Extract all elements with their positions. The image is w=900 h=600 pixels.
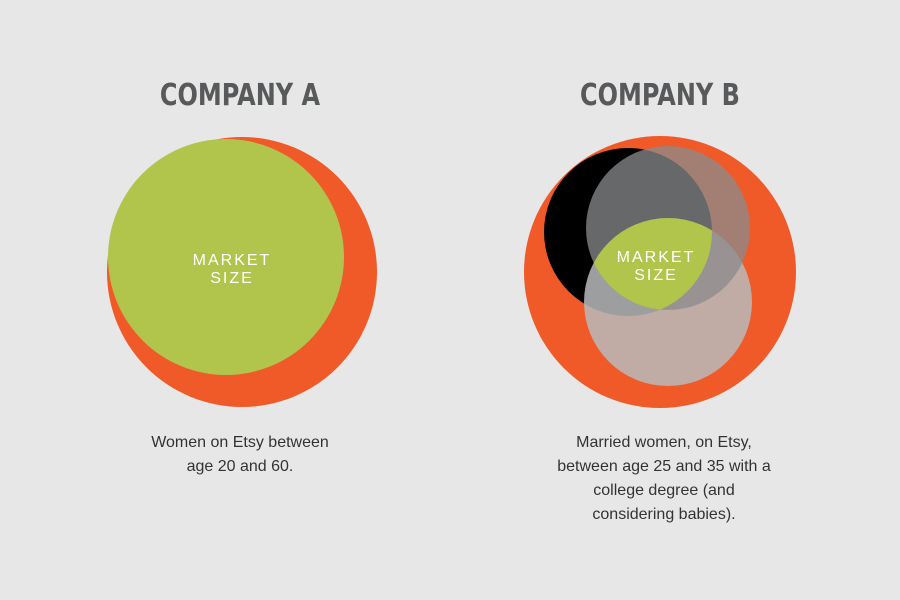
panel-title: COMPANY B: [580, 78, 740, 112]
panel-b: COMPANY B MARKET SIZE Married women, on …: [524, 78, 796, 523]
panel-a: COMPANY A MARKET SIZE Women on Etsy betw…: [107, 78, 377, 475]
description: college degree (and: [593, 482, 734, 499]
description: Women on Etsy between: [151, 434, 329, 451]
market-label: SIZE: [634, 267, 678, 284]
market-label: SIZE: [210, 270, 254, 287]
market-label: MARKET: [193, 252, 272, 269]
description: Married women, on Etsy,: [576, 434, 752, 451]
market-circle: [108, 139, 344, 375]
panel-title: COMPANY A: [160, 78, 320, 112]
description: between age 25 and 35 with a: [557, 458, 771, 475]
description: age 20 and 60.: [187, 458, 294, 475]
description: considering babies).: [592, 506, 735, 523]
market-label: MARKET: [617, 249, 696, 266]
